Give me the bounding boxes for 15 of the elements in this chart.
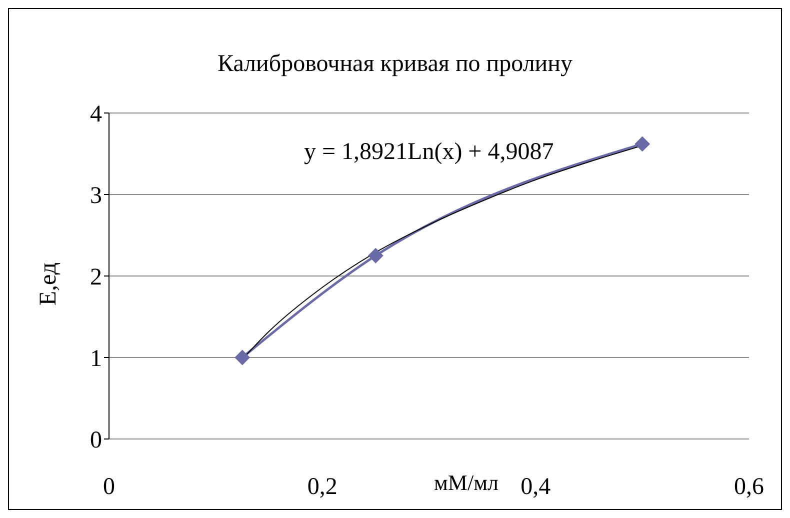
x-axis-title: мМ/мл — [434, 470, 498, 496]
point — [234, 350, 250, 365]
chart-title: Калибровочная кривая по пролину — [216, 51, 574, 78]
point — [634, 136, 650, 152]
y-tick-label: 0 — [90, 428, 102, 454]
y-axis-title: Е,ед — [36, 262, 62, 306]
y-tick-label: 3 — [90, 183, 102, 210]
point — [368, 248, 384, 264]
y-tick-label: 1 — [90, 346, 102, 372]
x-tick-label: 0,4 — [520, 474, 551, 500]
y-tick-label: 2 — [90, 264, 102, 291]
annotation: y = 1,8921Ln(x) + 4,9087 — [304, 139, 554, 166]
x-tick-label: 0,2 — [307, 474, 338, 500]
y-tick-label: 4 — [90, 102, 102, 128]
x-tick-label: 0,6 — [734, 474, 764, 500]
